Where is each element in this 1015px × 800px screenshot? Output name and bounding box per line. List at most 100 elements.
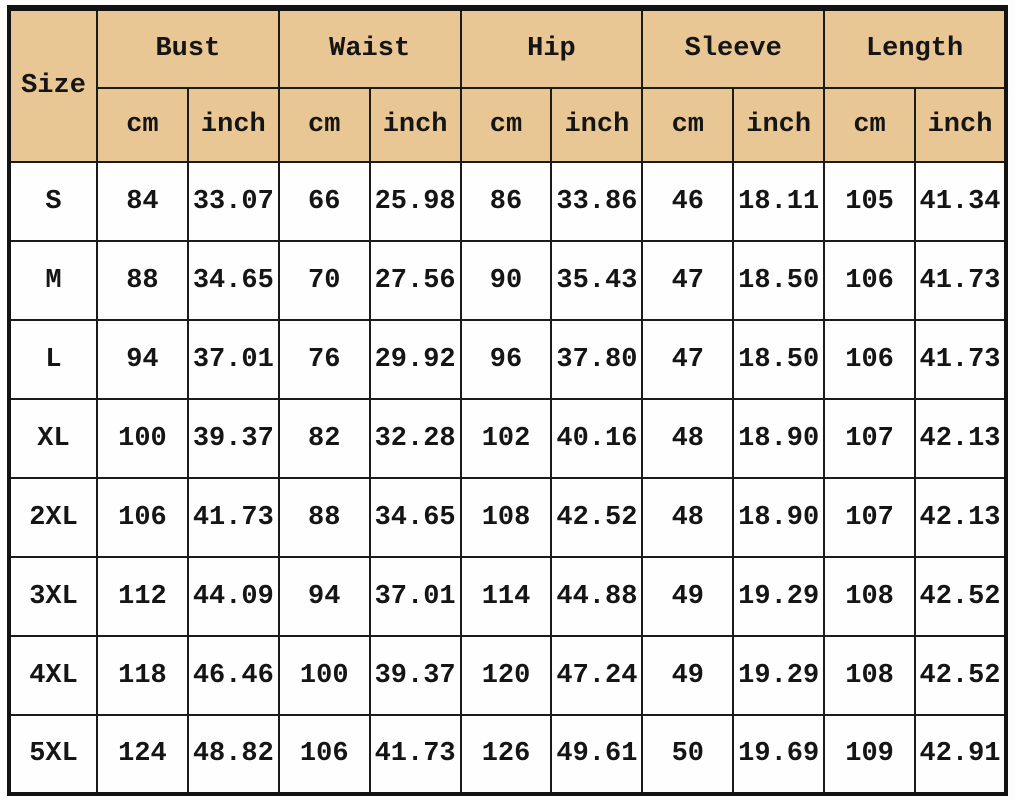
table-row: 4XL 118 46.46 100 39.37 120 47.24 49 19.… — [8, 635, 1007, 716]
size-cell: 5XL — [8, 714, 98, 795]
size-column-header: Size — [8, 7, 98, 163]
value-cell: 47 — [641, 319, 735, 400]
value-cell: 41.73 — [914, 240, 1007, 321]
value-cell: 48 — [641, 398, 735, 479]
value-cell: 50 — [641, 714, 735, 795]
value-cell: 120 — [459, 635, 553, 716]
value-cell: 126 — [459, 714, 553, 795]
value-cell: 25.98 — [368, 161, 462, 242]
value-cell: 41.73 — [186, 477, 280, 558]
table-row: M 88 34.65 70 27.56 90 35.43 47 18.50 10… — [8, 240, 1007, 321]
value-cell: 47 — [641, 240, 735, 321]
value-cell: 49.61 — [550, 714, 644, 795]
value-cell: 41.73 — [368, 714, 462, 795]
table-row: L 94 37.01 76 29.92 96 37.80 47 18.50 10… — [8, 319, 1007, 400]
value-cell: 32.28 — [368, 398, 462, 479]
value-cell: 18.11 — [732, 161, 826, 242]
length-inch-header: inch — [914, 87, 1007, 163]
hip-group-header: Hip — [459, 7, 644, 89]
table-row: 2XL 106 41.73 88 34.65 108 42.52 48 18.9… — [8, 477, 1007, 558]
value-cell: 102 — [459, 398, 553, 479]
size-cell: L — [8, 319, 98, 400]
value-cell: 108 — [823, 635, 917, 716]
size-chart-header: Size Bust Waist Hip Sleeve Length cm inc… — [8, 7, 1007, 163]
table-row: 3XL 112 44.09 94 37.01 114 44.88 49 19.2… — [8, 556, 1007, 637]
table-row: 5XL 124 48.82 106 41.73 126 49.61 50 19.… — [8, 714, 1007, 795]
value-cell: 107 — [823, 477, 917, 558]
value-cell: 18.90 — [732, 398, 826, 479]
value-cell: 96 — [459, 319, 553, 400]
header-unit-row: cm inch cm inch cm inch cm inch cm inch — [9, 87, 1007, 163]
value-cell: 94 — [277, 556, 371, 637]
value-cell: 107 — [823, 398, 917, 479]
value-cell: 42.13 — [914, 398, 1007, 479]
value-cell: 46.46 — [186, 635, 280, 716]
value-cell: 33.07 — [186, 161, 280, 242]
value-cell: 76 — [277, 319, 371, 400]
value-cell: 46 — [641, 161, 735, 242]
value-cell: 34.65 — [186, 240, 280, 321]
sleeve-group-header: Sleeve — [641, 7, 826, 89]
size-table-body: S 84 33.07 66 25.98 86 33.86 46 18.11 10… — [8, 161, 1007, 795]
value-cell: 48 — [641, 477, 735, 558]
size-cell: 3XL — [8, 556, 98, 637]
value-cell: 18.50 — [732, 240, 826, 321]
value-cell: 37.80 — [550, 319, 644, 400]
value-cell: 105 — [823, 161, 917, 242]
value-cell: 84 — [96, 161, 189, 242]
value-cell: 41.73 — [914, 319, 1007, 400]
sleeve-cm-header: cm — [641, 87, 735, 163]
value-cell: 47.24 — [550, 635, 644, 716]
length-group-header: Length — [823, 7, 1007, 89]
size-cell: 2XL — [8, 477, 98, 558]
value-cell: 44.09 — [186, 556, 280, 637]
value-cell: 100 — [96, 398, 189, 479]
value-cell: 82 — [277, 398, 371, 479]
value-cell: 18.50 — [732, 319, 826, 400]
value-cell: 19.29 — [732, 556, 826, 637]
value-cell: 40.16 — [550, 398, 644, 479]
value-cell: 34.65 — [368, 477, 462, 558]
bust-group-header: Bust — [96, 7, 280, 89]
value-cell: 108 — [823, 556, 917, 637]
value-cell: 19.69 — [732, 714, 826, 795]
value-cell: 41.34 — [914, 161, 1007, 242]
value-cell: 88 — [277, 477, 371, 558]
value-cell: 42.13 — [914, 477, 1007, 558]
table-row: S 84 33.07 66 25.98 86 33.86 46 18.11 10… — [8, 161, 1007, 242]
value-cell: 100 — [277, 635, 371, 716]
length-cm-header: cm — [823, 87, 917, 163]
value-cell: 49 — [641, 635, 735, 716]
value-cell: 42.52 — [550, 477, 644, 558]
value-cell: 19.29 — [732, 635, 826, 716]
value-cell: 106 — [823, 319, 917, 400]
value-cell: 39.37 — [368, 635, 462, 716]
size-cell: XL — [8, 398, 98, 479]
value-cell: 66 — [277, 161, 371, 242]
value-cell: 106 — [277, 714, 371, 795]
value-cell: 90 — [459, 240, 553, 321]
header-group-row: Size Bust Waist Hip Sleeve Length — [8, 7, 1007, 163]
value-cell: 33.86 — [550, 161, 644, 242]
value-cell: 27.56 — [368, 240, 462, 321]
value-cell: 88 — [96, 240, 189, 321]
value-cell: 42.52 — [914, 556, 1007, 637]
value-cell: 42.52 — [914, 635, 1007, 716]
waist-inch-header: inch — [368, 87, 462, 163]
value-cell: 18.90 — [732, 477, 826, 558]
value-cell: 29.92 — [368, 319, 462, 400]
value-cell: 94 — [96, 319, 189, 400]
size-cell: 4XL — [8, 635, 98, 716]
table-row: XL 100 39.37 82 32.28 102 40.16 48 18.90… — [8, 398, 1007, 479]
value-cell: 37.01 — [186, 319, 280, 400]
value-cell: 114 — [459, 556, 553, 637]
value-cell: 109 — [823, 714, 917, 795]
value-cell: 49 — [641, 556, 735, 637]
value-cell: 35.43 — [550, 240, 644, 321]
value-cell: 106 — [823, 240, 917, 321]
value-cell: 44.88 — [550, 556, 644, 637]
value-cell: 39.37 — [186, 398, 280, 479]
size-cell: M — [8, 240, 98, 321]
bust-inch-header: inch — [186, 87, 280, 163]
